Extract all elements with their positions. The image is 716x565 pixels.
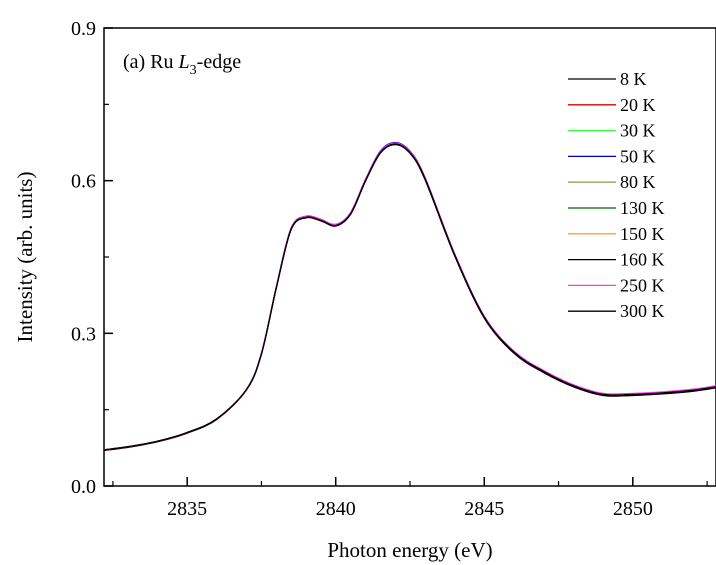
- y-tick-label-1: 0.3: [71, 323, 96, 345]
- y-tick-label-2: 0.6: [71, 171, 96, 193]
- panel-annotation: (a) Ru L3-edge: [123, 51, 241, 78]
- x-axis-ticks: 2835 2840 2845 2850: [112, 477, 708, 520]
- x-tick-label-0: 2835: [167, 498, 207, 520]
- plot-area: 2835 2840 2845 2850 0.0 0.3 0.6 0.9: [71, 18, 716, 520]
- x-tick-label-3: 2850: [613, 498, 653, 520]
- x-axis-label: Photon energy (eV): [327, 538, 492, 562]
- legend-label-2: 30 K: [620, 121, 656, 141]
- series-layer: [103, 141, 716, 452]
- legend-label-5: 130 K: [620, 198, 665, 218]
- x-tick-label-2: 2845: [464, 498, 504, 520]
- y-axis-ticks: 0.0 0.3 0.6 0.9: [71, 18, 113, 498]
- y-axis-label: Intensity (arb. units): [13, 172, 37, 343]
- legend-label-7: 160 K: [620, 250, 665, 270]
- series-line-9: [103, 143, 716, 451]
- legend-label-9: 300 K: [620, 301, 665, 321]
- legend-label-0: 8 K: [620, 69, 647, 89]
- y-tick-label-0: 0.0: [71, 476, 96, 498]
- legend-label-4: 80 K: [620, 172, 656, 192]
- legend-label-3: 50 K: [620, 146, 656, 166]
- legend-label-8: 250 K: [620, 275, 665, 295]
- legend-label-6: 150 K: [620, 224, 665, 244]
- legend: 8 K 20 K 30 K 50 K 80 K 130 K 150 K 160 K 250 K 3…: [568, 69, 665, 321]
- x-tick-label-1: 2840: [316, 498, 356, 520]
- y-tick-label-3: 0.9: [71, 18, 96, 40]
- legend-label-1: 20 K: [620, 95, 656, 115]
